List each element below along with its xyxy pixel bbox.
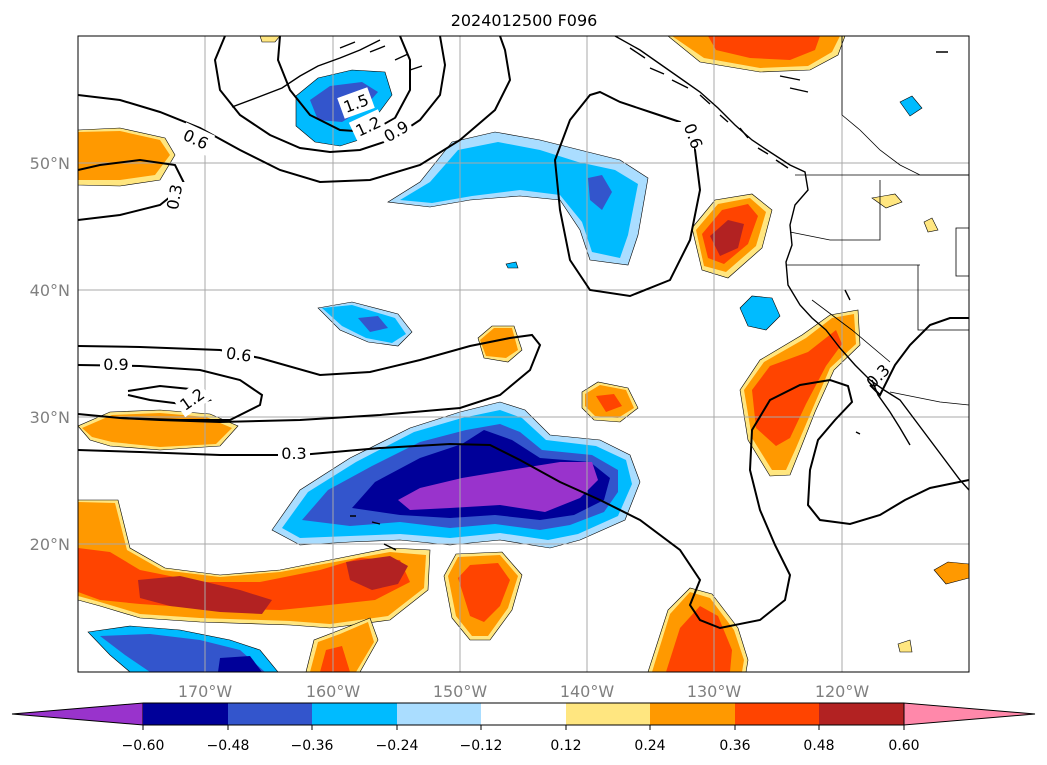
neg-southwest-core [218, 656, 262, 672]
pos-small-b-core [596, 394, 622, 412]
lon-label: 130°W [687, 682, 742, 701]
colorbar-swatch [228, 703, 312, 725]
neg-small-west-core [358, 316, 388, 332]
pos-speck-1 [871, 193, 903, 209]
coastlines [231, 36, 969, 551]
colorbar-swatch [312, 703, 397, 725]
lon-label: 170°W [178, 682, 233, 701]
colorbar-tick-label: 0.36 [719, 738, 750, 754]
colorbar-swatch [819, 703, 904, 725]
neg-core-north [588, 175, 612, 210]
contour-label: 0.6 [225, 343, 253, 365]
colorbar-ticks [142, 725, 905, 730]
map-frame [77, 35, 970, 673]
colorbar-tick-label: 0.60 [888, 738, 919, 754]
contour-label: 0.9 [103, 355, 128, 374]
plot-title: 2024012500 F096 [451, 11, 598, 30]
lat-label: 50°N [30, 154, 70, 173]
colorbar-tick-label: 0.24 [634, 738, 665, 754]
contour-label: 0.3 [163, 183, 186, 211]
pos-lower-b-core [666, 606, 732, 672]
pos-northwest [78, 131, 170, 180]
shaded-field [78, 36, 969, 672]
pos-south-band-core-2 [346, 556, 408, 590]
pos-lower-a-core [320, 646, 350, 672]
neg-small-east [739, 295, 781, 331]
colorbar-swatch [481, 703, 566, 725]
longitude-labels: 170°W 160°W 150°W 140°W 130°W 120°W [178, 682, 870, 701]
colorbar-tick-label: −0.24 [376, 738, 419, 754]
lat-label: 40°N [30, 281, 70, 300]
colorbar-swatch [397, 703, 481, 725]
neg-small-northeast [899, 95, 923, 117]
pos-north-speck [259, 36, 281, 43]
lon-label: 160°W [306, 682, 361, 701]
contour-labels: 0.6 0.3 1.5 1.2 0.9 0.6 0.6 0.9 1.2 0.3 … [100, 87, 894, 465]
contour-label: 0.3 [281, 444, 306, 463]
colorbar: −0.60 −0.48 −0.36 −0.24 −0.12 0.12 0.24 … [11, 702, 1036, 754]
colorbar-swatch [566, 703, 650, 725]
colorbar-tick-label: −0.60 [122, 738, 165, 754]
pos-north-core [708, 36, 820, 60]
colorbar-extend-low [11, 702, 144, 726]
lon-label: 150°W [433, 682, 488, 701]
colorbar-tick-label: 0.48 [803, 738, 834, 754]
graticule [78, 36, 969, 672]
pos-small-a [480, 328, 518, 358]
colorbar-tick-label: 0.12 [550, 738, 581, 754]
contour-lines [78, 36, 969, 630]
neg-speck [505, 261, 519, 269]
pos-speck-2 [923, 217, 939, 233]
colorbar-tick-label: −0.12 [460, 738, 503, 754]
colorbar-swatch [735, 703, 819, 725]
pos-oregon-core [710, 220, 744, 256]
latitude-labels: 50°N 40°N 30°N 20°N [30, 154, 70, 554]
pos-speck-3 [897, 639, 913, 653]
map-panel: 0.6 0.3 1.5 1.2 0.9 0.6 0.6 0.9 1.2 0.3 … [78, 36, 969, 672]
colorbar-swatch [650, 703, 735, 725]
lat-label: 30°N [30, 408, 70, 427]
colorbar-swatch [143, 703, 228, 725]
colorbar-tick-label: −0.48 [207, 738, 250, 754]
lon-label: 140°W [560, 682, 615, 701]
lat-label: 20°N [30, 535, 70, 554]
colorbar-extend-high [903, 702, 1036, 726]
colorbar-tick-label: −0.36 [291, 738, 334, 754]
pos-hawaii-south-core [458, 563, 510, 622]
lon-label: 120°W [815, 682, 870, 701]
pos-small-e [933, 561, 969, 585]
